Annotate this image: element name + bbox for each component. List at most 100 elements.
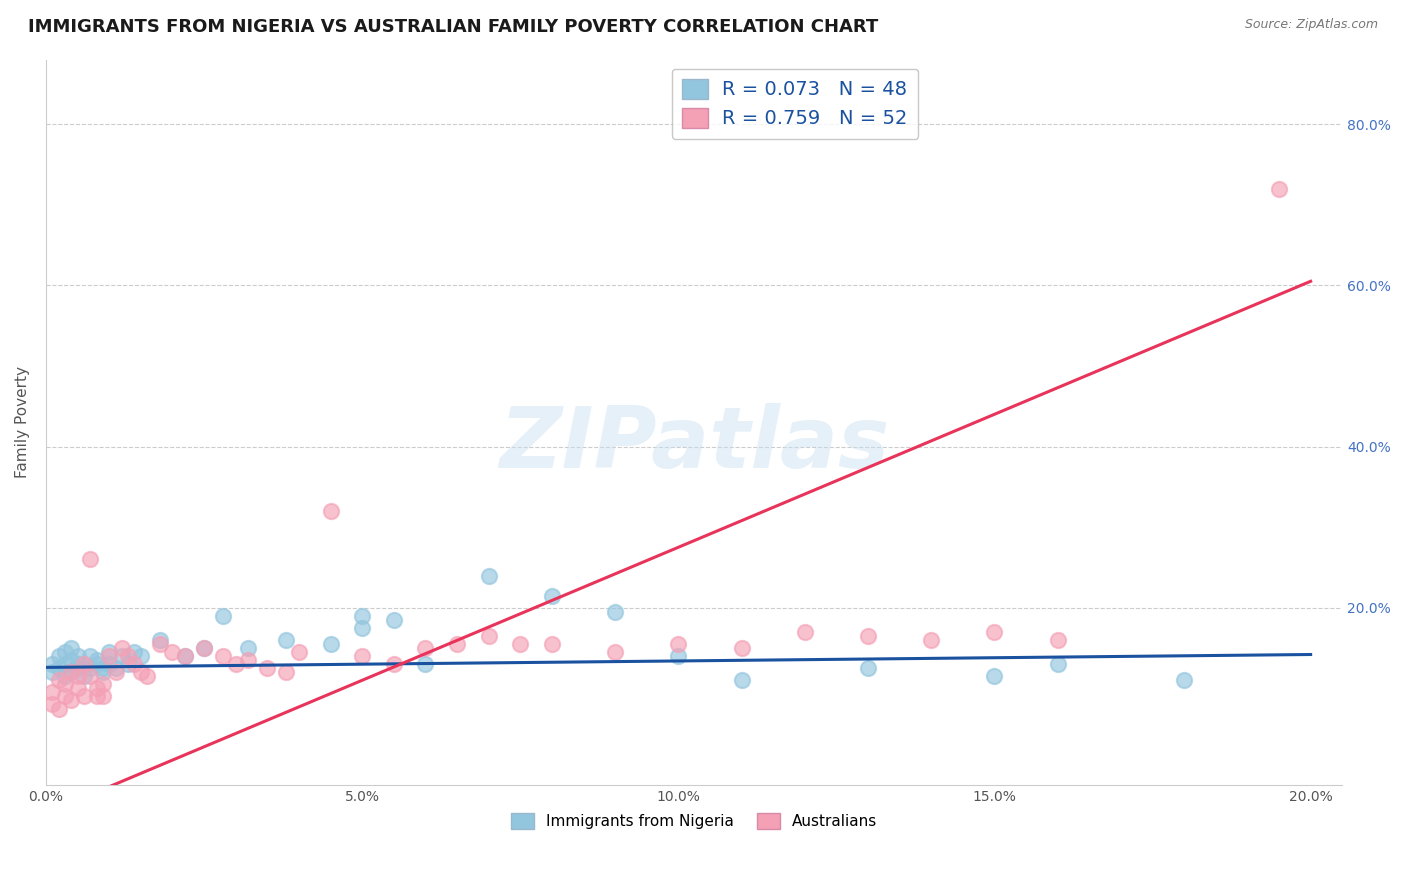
Point: [149, 632, 172, 647]
Point: [129, 649, 152, 664]
Point: [41, 698, 63, 712]
Point: [352, 621, 374, 635]
Point: [86, 657, 108, 672]
Point: [73, 669, 96, 683]
Point: [174, 649, 197, 664]
Point: [66, 661, 89, 675]
Point: [73, 690, 96, 704]
Point: [382, 657, 405, 672]
Point: [983, 624, 1005, 639]
Point: [446, 637, 468, 651]
Point: [60, 641, 83, 656]
Point: [60, 653, 83, 667]
Text: IMMIGRANTS FROM NIGERIA VS AUSTRALIAN FAMILY POVERTY CORRELATION CHART: IMMIGRANTS FROM NIGERIA VS AUSTRALIAN FA…: [28, 18, 879, 36]
Point: [53, 669, 76, 683]
Point: [60, 665, 83, 680]
Point: [478, 629, 501, 643]
Point: [730, 641, 752, 656]
Point: [91, 677, 114, 691]
Point: [53, 657, 76, 672]
Point: [66, 669, 89, 683]
Point: [66, 649, 89, 664]
Point: [111, 641, 134, 656]
Point: [53, 645, 76, 659]
Point: [856, 661, 879, 675]
Point: [79, 649, 101, 664]
Point: [415, 657, 437, 672]
Point: [856, 629, 879, 643]
Point: [212, 608, 235, 623]
Point: [1046, 632, 1069, 647]
Point: [382, 613, 405, 627]
Point: [603, 645, 626, 659]
Point: [983, 669, 1005, 683]
Point: [66, 681, 89, 696]
Point: [53, 690, 76, 704]
Point: [98, 657, 121, 672]
Point: [730, 673, 752, 688]
Point: [212, 649, 235, 664]
Point: [174, 649, 197, 664]
Point: [117, 649, 139, 664]
Point: [124, 657, 146, 672]
Text: ZIPatlas: ZIPatlas: [499, 402, 889, 485]
Point: [41, 665, 63, 680]
Point: [98, 645, 121, 659]
Point: [149, 637, 172, 651]
Point: [79, 661, 101, 675]
Point: [41, 657, 63, 672]
Point: [117, 657, 139, 672]
Point: [225, 657, 247, 672]
Point: [60, 693, 83, 707]
Point: [1268, 181, 1291, 195]
Point: [66, 657, 89, 672]
Point: [136, 669, 159, 683]
Point: [124, 645, 146, 659]
Text: Source: ZipAtlas.com: Source: ZipAtlas.com: [1244, 18, 1378, 31]
Point: [91, 661, 114, 675]
Point: [193, 641, 215, 656]
Point: [415, 641, 437, 656]
Point: [509, 637, 531, 651]
Point: [48, 661, 70, 675]
Point: [60, 665, 83, 680]
Point: [86, 681, 108, 696]
Point: [73, 657, 96, 672]
Point: [288, 645, 311, 659]
Point: [478, 568, 501, 582]
Point: [920, 632, 942, 647]
Point: [666, 637, 689, 651]
Point: [79, 552, 101, 566]
Point: [91, 690, 114, 704]
Point: [540, 637, 562, 651]
Point: [79, 669, 101, 683]
Point: [666, 649, 689, 664]
Point: [129, 665, 152, 680]
Point: [1046, 657, 1069, 672]
Point: [41, 685, 63, 699]
Point: [319, 504, 342, 518]
Point: [319, 637, 342, 651]
Point: [276, 665, 298, 680]
Point: [104, 665, 127, 680]
Point: [98, 649, 121, 664]
Point: [1173, 673, 1195, 688]
Point: [793, 624, 815, 639]
Point: [91, 665, 114, 680]
Point: [276, 632, 298, 647]
Point: [48, 701, 70, 715]
Point: [48, 673, 70, 688]
Point: [53, 677, 76, 691]
Point: [352, 649, 374, 664]
Point: [603, 605, 626, 619]
Point: [540, 589, 562, 603]
Point: [111, 649, 134, 664]
Point: [162, 645, 184, 659]
Point: [73, 657, 96, 672]
Point: [238, 653, 260, 667]
Point: [193, 641, 215, 656]
Y-axis label: Family Poverty: Family Poverty: [15, 367, 30, 478]
Point: [86, 690, 108, 704]
Point: [256, 661, 278, 675]
Point: [352, 608, 374, 623]
